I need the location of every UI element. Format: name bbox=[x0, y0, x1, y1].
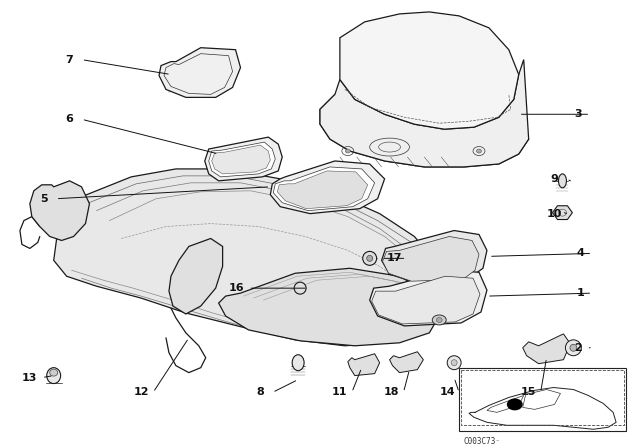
FancyBboxPatch shape bbox=[459, 368, 626, 431]
Polygon shape bbox=[372, 276, 480, 324]
Ellipse shape bbox=[436, 318, 442, 323]
Ellipse shape bbox=[432, 315, 446, 325]
Text: 16: 16 bbox=[228, 283, 244, 293]
Text: 12: 12 bbox=[133, 388, 149, 397]
Polygon shape bbox=[552, 206, 572, 220]
Ellipse shape bbox=[47, 368, 61, 383]
Text: 15: 15 bbox=[521, 388, 536, 397]
Polygon shape bbox=[320, 95, 529, 167]
Polygon shape bbox=[209, 142, 275, 177]
Text: 10: 10 bbox=[547, 209, 562, 219]
Polygon shape bbox=[169, 238, 223, 314]
Text: 8: 8 bbox=[257, 388, 264, 397]
Polygon shape bbox=[320, 60, 529, 167]
Polygon shape bbox=[219, 268, 439, 346]
Text: 9: 9 bbox=[550, 174, 559, 184]
Text: 1: 1 bbox=[577, 288, 584, 298]
Text: 4: 4 bbox=[577, 248, 584, 258]
Ellipse shape bbox=[367, 255, 372, 261]
Polygon shape bbox=[273, 167, 374, 211]
Polygon shape bbox=[340, 12, 519, 129]
Polygon shape bbox=[212, 145, 270, 174]
Text: 7: 7 bbox=[66, 55, 74, 65]
Ellipse shape bbox=[507, 398, 523, 410]
Ellipse shape bbox=[292, 355, 304, 370]
Polygon shape bbox=[270, 161, 385, 214]
Polygon shape bbox=[383, 237, 479, 281]
Text: 6: 6 bbox=[66, 114, 74, 124]
Ellipse shape bbox=[451, 360, 457, 366]
Text: 14: 14 bbox=[440, 388, 455, 397]
Ellipse shape bbox=[477, 149, 481, 153]
Polygon shape bbox=[370, 270, 487, 326]
Polygon shape bbox=[159, 47, 241, 97]
Text: 2: 2 bbox=[575, 343, 582, 353]
Text: 17: 17 bbox=[387, 254, 403, 263]
Text: 3: 3 bbox=[575, 109, 582, 119]
Polygon shape bbox=[381, 231, 487, 282]
Text: 18: 18 bbox=[384, 388, 399, 397]
Text: 5: 5 bbox=[40, 194, 47, 204]
Polygon shape bbox=[348, 354, 380, 375]
Ellipse shape bbox=[447, 356, 461, 370]
Ellipse shape bbox=[565, 340, 581, 356]
Text: 11: 11 bbox=[332, 388, 348, 397]
Text: C003C73⁻: C003C73⁻ bbox=[463, 437, 500, 446]
Polygon shape bbox=[30, 181, 90, 241]
Polygon shape bbox=[390, 352, 423, 373]
Polygon shape bbox=[54, 169, 439, 346]
Ellipse shape bbox=[363, 251, 376, 265]
Ellipse shape bbox=[294, 282, 306, 294]
Ellipse shape bbox=[570, 345, 577, 351]
Ellipse shape bbox=[50, 369, 58, 376]
Polygon shape bbox=[205, 137, 282, 181]
Ellipse shape bbox=[346, 149, 350, 153]
Polygon shape bbox=[277, 171, 368, 209]
Ellipse shape bbox=[559, 174, 566, 188]
Text: 13: 13 bbox=[22, 373, 38, 383]
Polygon shape bbox=[523, 334, 570, 364]
